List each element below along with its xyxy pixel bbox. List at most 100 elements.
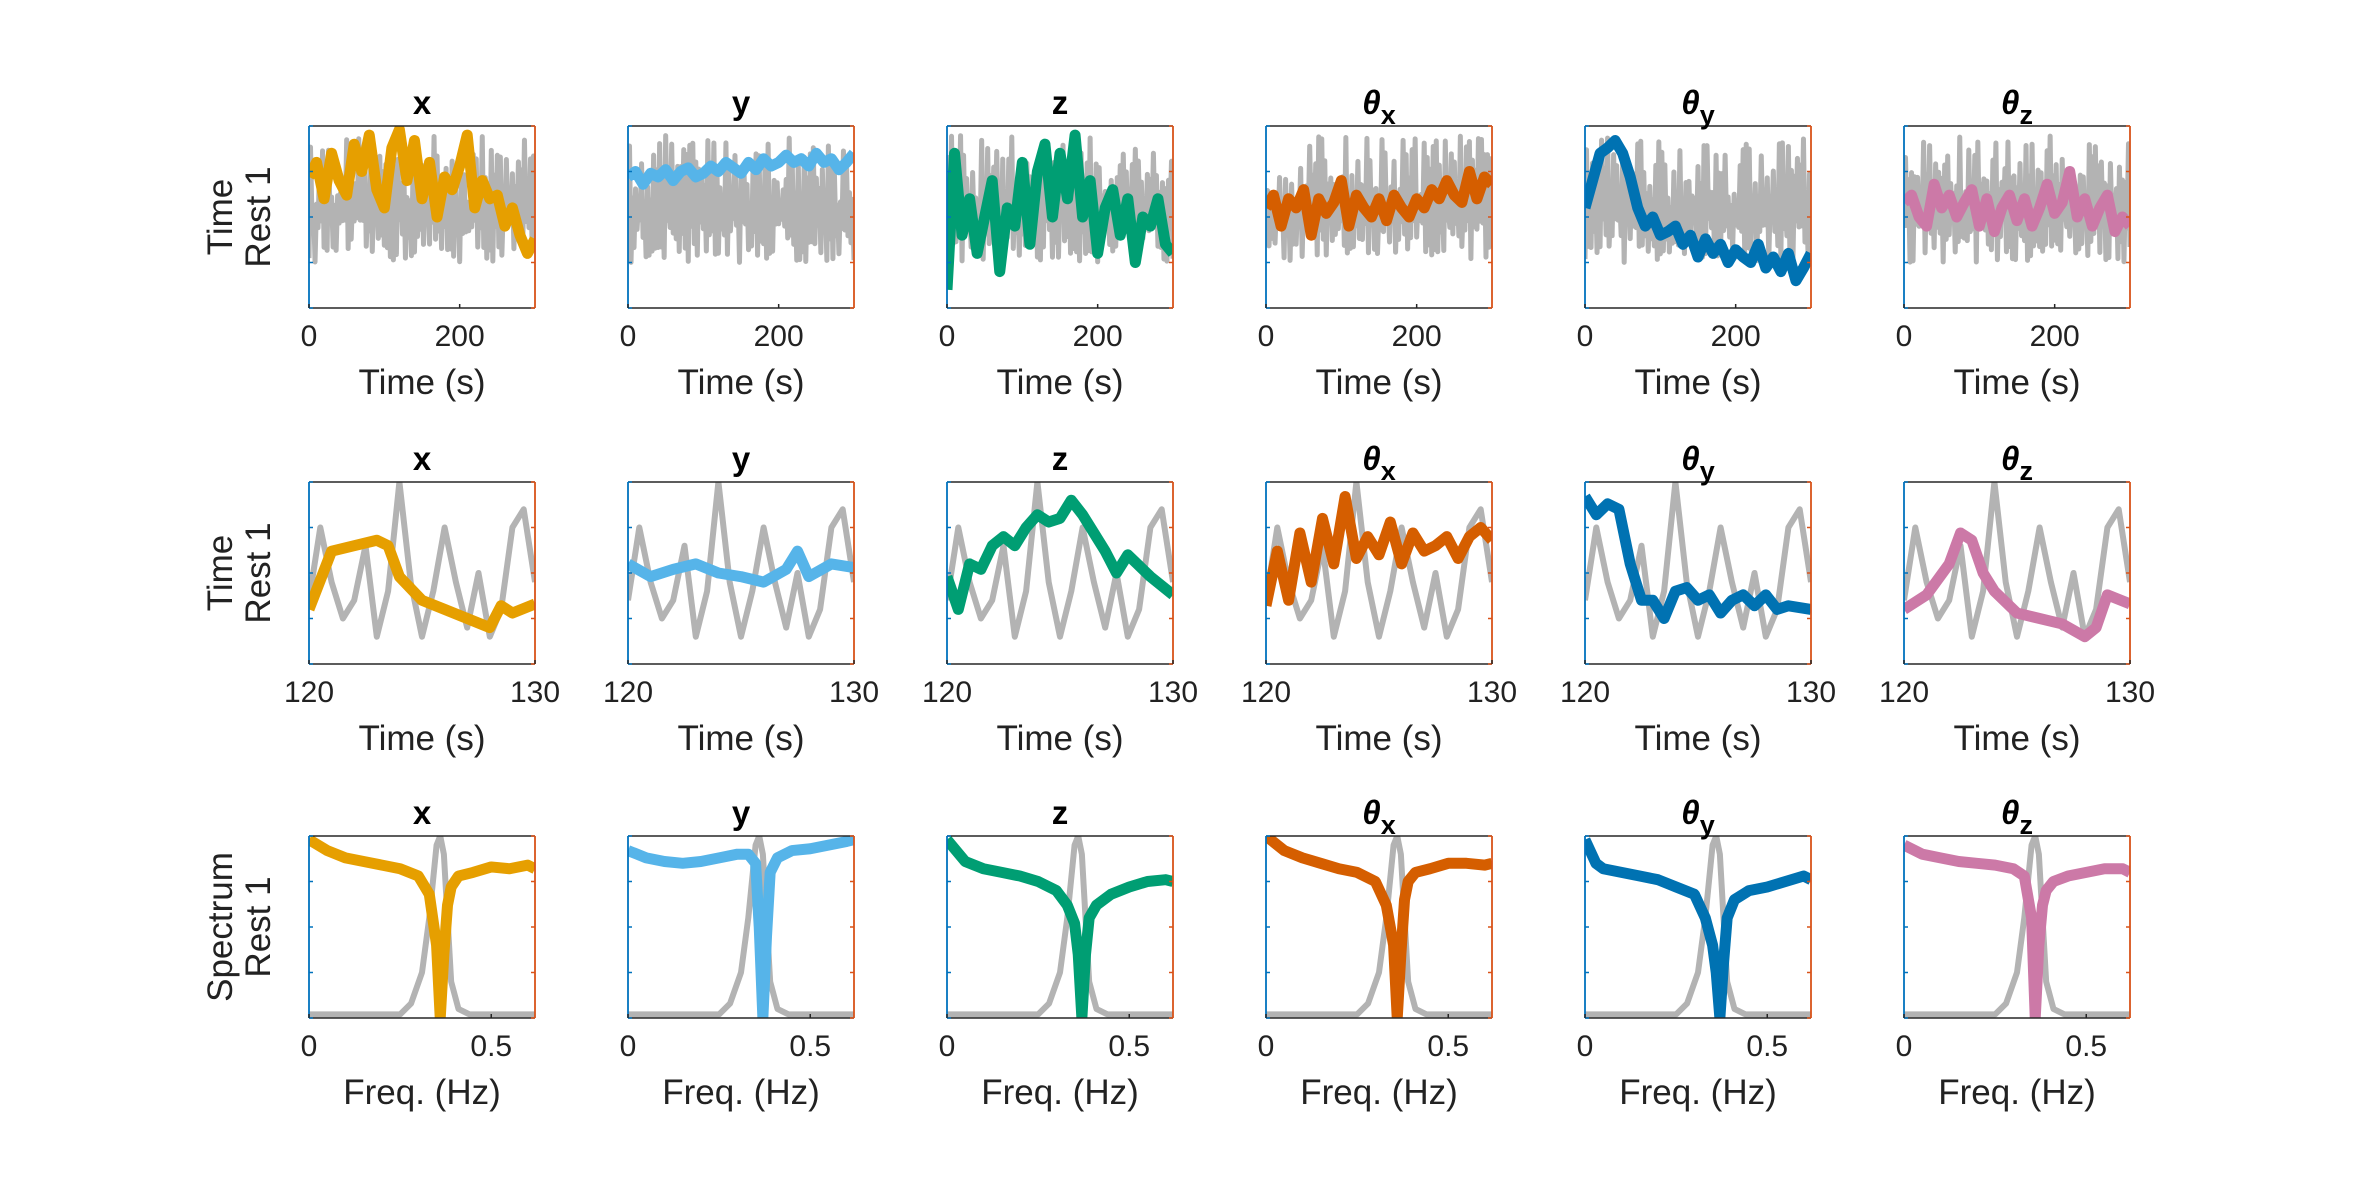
series-line-z — [947, 836, 1173, 1018]
panel-title-main: θ — [1681, 84, 1699, 121]
panel-title: z — [1052, 440, 1069, 477]
series-line-z — [947, 494, 1173, 615]
panel-r3-z: 0 0.5 Freq. (Hz) z — [939, 794, 1174, 1112]
reference-line — [1266, 482, 1492, 640]
plot-area — [1585, 836, 1811, 1018]
panel-title: θx — [1362, 794, 1395, 840]
panel-r2-theta-x: 120 130 Time (s) θx — [1241, 440, 1517, 758]
reference-line — [628, 482, 854, 640]
panel-r2-z: 120 130 Time (s) z — [922, 440, 1198, 758]
panel-title: θx — [1362, 440, 1395, 486]
series-line-theta-y — [1585, 135, 1811, 287]
panel-title-main: y — [732, 84, 751, 121]
panel-r3-theta-x: 0 0.5 Freq. (Hz) θx — [1258, 794, 1493, 1112]
panel-title-main: θ — [2001, 440, 2019, 477]
row-3-label-line2: Rest 1 — [239, 876, 278, 977]
series-line-theta-z — [1904, 527, 2130, 643]
x-tick-label: 0.5 — [2065, 1030, 2107, 1063]
panel-title-main: θ — [2001, 84, 2019, 121]
series-line-theta-y — [1585, 493, 1811, 624]
row-2-label-line1: Time — [201, 535, 240, 611]
x-tick-label: 0 — [1258, 320, 1275, 353]
panel-r1-z: 0 200 Time (s) z — [939, 84, 1174, 402]
series-line-theta-z — [1904, 840, 2130, 1018]
x-tick-label: 200 — [754, 320, 804, 353]
panel-title-main: θ — [1362, 794, 1380, 831]
x-tick-label: 0 — [939, 1030, 956, 1063]
panel-title: y — [732, 794, 751, 831]
panel-title-main: θ — [1681, 794, 1699, 831]
plot-area — [1904, 836, 2130, 1018]
panel-title: x — [413, 794, 432, 831]
panel-title-sub: y — [1700, 456, 1715, 486]
panel-title-main: z — [1052, 794, 1069, 831]
panel-title: z — [1052, 84, 1069, 121]
panel-title: θz — [2001, 84, 2033, 130]
series-line-x — [309, 534, 535, 634]
panel-r3-theta-z: 0 0.5 Freq. (Hz) θz — [1896, 794, 2131, 1112]
panel-title-main: z — [1052, 84, 1069, 121]
x-axis-label: Freq. (Hz) — [1300, 1073, 1458, 1112]
x-axis-label: Time (s) — [1634, 719, 1761, 758]
panel-r3-y: 0 0.5 Freq. (Hz) y — [620, 794, 855, 1112]
x-tick-label: 0 — [939, 320, 956, 353]
panel-title: z — [1052, 794, 1069, 831]
panel-r2-x: 120 130 Time (s) x — [284, 440, 560, 758]
x-axis-label: Time (s) — [1953, 719, 2080, 758]
panel-title: θx — [1362, 84, 1395, 130]
panel-r1-theta-y: 0 200 Time (s) θy — [1577, 84, 1812, 402]
series-line-y — [628, 545, 854, 588]
x-tick-label: 120 — [922, 676, 972, 709]
reference-line — [1904, 133, 2130, 265]
reference-line — [309, 836, 535, 1018]
x-tick-label: 0 — [1577, 1030, 1594, 1063]
x-axis-label: Time (s) — [677, 363, 804, 402]
series-line-theta-x — [1266, 836, 1492, 1018]
panel-title-sub: z — [2019, 810, 2033, 840]
x-axis-label: Freq. (Hz) — [1619, 1073, 1777, 1112]
panel-title-main: θ — [1681, 440, 1699, 477]
x-tick-label: 130 — [1786, 676, 1836, 709]
series-line-x — [309, 126, 535, 259]
x-tick-label: 130 — [1148, 676, 1198, 709]
panel-title: θz — [2001, 440, 2033, 486]
x-tick-label: 0 — [620, 1030, 637, 1063]
panel-r1-theta-x: 0 200 Time (s) θx — [1258, 84, 1493, 402]
panel-title-main: y — [732, 440, 751, 477]
x-tick-label: 120 — [284, 676, 334, 709]
series-line-theta-x — [1266, 491, 1492, 607]
reference-line — [1585, 482, 1811, 640]
panel-title: θy — [1681, 794, 1714, 840]
reference-line — [947, 482, 1173, 640]
reference-line — [1266, 836, 1492, 1018]
row-2-label-line2: Rest 1 — [239, 522, 278, 623]
panel-title-sub: z — [2019, 100, 2033, 130]
panel-title-main: θ — [1362, 84, 1380, 121]
panel-title-sub: y — [1700, 100, 1715, 130]
x-tick-label: 0 — [1577, 320, 1594, 353]
panel-r1-theta-z: 0 200 Time (s) θz — [1896, 84, 2131, 402]
x-tick-label: 0 — [1258, 1030, 1275, 1063]
panel-title-sub: x — [1381, 810, 1396, 840]
x-tick-label: 0.5 — [1427, 1030, 1469, 1063]
panel-r2-y: 120 130 Time (s) y — [603, 440, 879, 758]
series-line-theta-z — [1904, 166, 2130, 238]
x-tick-label: 0.5 — [789, 1030, 831, 1063]
x-tick-label: 200 — [1392, 320, 1442, 353]
x-tick-label: 120 — [1241, 676, 1291, 709]
panel-title-sub: x — [1381, 100, 1396, 130]
panel-r2-theta-y: 120 130 Time (s) θy — [1560, 440, 1836, 758]
x-axis-label: Freq. (Hz) — [981, 1073, 1139, 1112]
panel-title-main: θ — [1362, 440, 1380, 477]
panel-r3-x: 0 0.5 Freq. (Hz) x — [301, 794, 536, 1112]
x-axis-label: Time (s) — [1315, 719, 1442, 758]
series-line-z — [947, 129, 1173, 291]
reference-line — [628, 836, 854, 1018]
x-tick-label: 0 — [1896, 1030, 1913, 1063]
series-line-x — [309, 836, 535, 1018]
series-line-theta-y — [1585, 837, 1811, 1018]
x-tick-label: 130 — [510, 676, 560, 709]
x-tick-label: 200 — [1073, 320, 1123, 353]
